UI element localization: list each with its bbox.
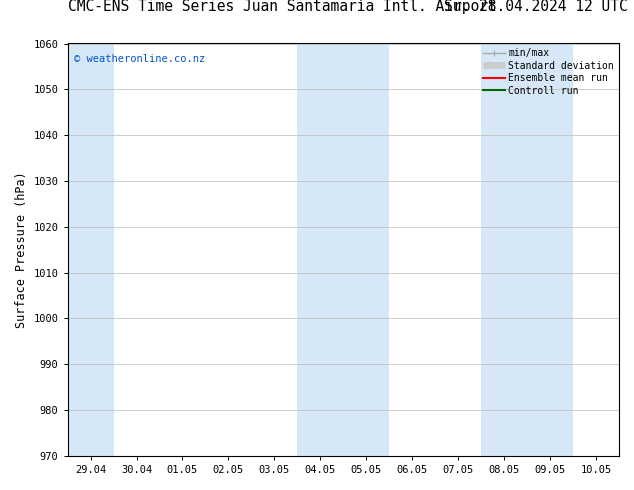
Legend: min/max, Standard deviation, Ensemble mean run, Controll run: min/max, Standard deviation, Ensemble me… bbox=[481, 47, 616, 98]
Bar bbox=[68, 44, 113, 456]
Text: CMC-ENS Time Series Juan Santamaría Intl. Airport: CMC-ENS Time Series Juan Santamaría Intl… bbox=[68, 0, 496, 14]
Bar bbox=[481, 44, 573, 456]
Text: Su. 28.04.2024 12 UTC: Su. 28.04.2024 12 UTC bbox=[444, 0, 628, 14]
Y-axis label: Surface Pressure (hPa): Surface Pressure (hPa) bbox=[15, 172, 28, 328]
Text: © weatheronline.co.nz: © weatheronline.co.nz bbox=[74, 54, 205, 64]
Bar bbox=[297, 44, 389, 456]
